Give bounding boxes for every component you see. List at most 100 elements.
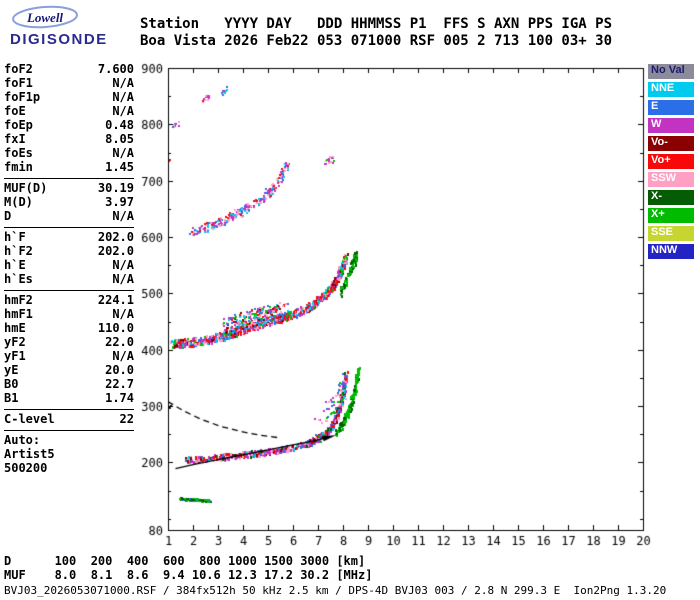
param-row-b0: B0 22.7 xyxy=(4,377,134,391)
echo-direction-legend: No Val NNE E W Vo- Vo+ SSW X- X+ SSE NNW xyxy=(648,64,694,262)
logo-swoosh-ellipse xyxy=(12,5,78,29)
legend-label: E xyxy=(651,100,659,112)
legend-item-no-val: No Val xyxy=(648,64,694,79)
param-value: 202.0 xyxy=(97,244,134,258)
param-value: 1.74 xyxy=(105,391,134,405)
param-value: N/A xyxy=(112,76,134,90)
param-row-muf-d: MUF(D) 30.19 xyxy=(4,181,134,195)
param-label: foEp xyxy=(4,118,33,132)
param-row-fmin: fmin 1.45 xyxy=(4,160,134,174)
param-value: 110.0 xyxy=(97,321,134,335)
param-group-0: foF2 7.600 foF1 N/A foF1p N/A foE N/A foEp 0.48 fx… xyxy=(4,60,134,179)
param-row-fof1: foF1 N/A xyxy=(4,76,134,90)
param-value: N/A xyxy=(112,272,134,286)
param-value: 3.97 xyxy=(105,195,134,209)
legend-label: SSW xyxy=(651,172,677,184)
param-label: h`F xyxy=(4,230,26,244)
param-label: h`E xyxy=(4,258,26,272)
legend-label: No Val xyxy=(651,64,685,76)
header-station-values: Boa Vista 2026 Feb22 053 071000 RSF 005 … xyxy=(140,33,613,49)
legend-label: X+ xyxy=(651,208,665,220)
param-label: foE xyxy=(4,104,26,118)
param-groups: foF2 7.600 foF1 N/A foF1p N/A foE N/A foEp 0.48 fx… xyxy=(4,60,134,479)
dmuf-table: D 100 200 400 600 800 1000 1500 3000 [km… xyxy=(4,554,372,582)
param-label: yF2 xyxy=(4,335,26,349)
param-label: M(D) xyxy=(4,195,33,209)
ionogram-plot xyxy=(130,58,660,558)
param-row-500200: 500200 xyxy=(4,461,134,475)
param-label: B1 xyxy=(4,391,19,405)
param-row-hme: hmE 110.0 xyxy=(4,321,134,335)
param-row-h-f: h`F 202.0 xyxy=(4,230,134,244)
legend-item-x: X- xyxy=(648,190,694,205)
param-row-h-es: h`Es N/A xyxy=(4,272,134,286)
param-label: Artist5 xyxy=(4,447,55,461)
param-value: 7.600 xyxy=(97,62,134,76)
logo-lowell-text: Lowell xyxy=(26,10,63,25)
param-label: h`F2 xyxy=(4,244,33,258)
legend-item-nnw: NNW xyxy=(648,244,694,259)
param-label: fxI xyxy=(4,132,26,146)
param-label: hmE xyxy=(4,321,26,335)
legend-label: X- xyxy=(651,190,662,202)
param-row-fxi: fxI 8.05 xyxy=(4,132,134,146)
param-row-hmf2: hmF2 224.1 xyxy=(4,293,134,307)
param-value: N/A xyxy=(112,209,134,223)
station-header: Station YYYY DAY DDD HHMMSS P1 FFS S AXN… xyxy=(140,16,612,50)
lowell-digisonde-logo: Lowell DIGISONDE xyxy=(8,4,126,56)
param-row-m-d: M(D) 3.97 xyxy=(4,195,134,209)
param-row-h-e: h`E N/A xyxy=(4,258,134,272)
param-value: N/A xyxy=(112,90,134,104)
d-distance-row: D 100 200 400 600 800 1000 1500 3000 [km… xyxy=(4,554,366,568)
param-value: N/A xyxy=(112,104,134,118)
param-label: yE xyxy=(4,363,19,377)
legend-label: NNW xyxy=(651,244,678,256)
param-value: 22.0 xyxy=(105,335,134,349)
legend-item-vo: Vo- xyxy=(648,136,694,151)
param-value: 30.19 xyxy=(97,181,134,195)
param-value: 0.48 xyxy=(105,118,134,132)
param-label: foF1 xyxy=(4,76,33,90)
param-label: D xyxy=(4,209,12,223)
param-label: fmin xyxy=(4,160,33,174)
param-value: N/A xyxy=(112,258,134,272)
param-row-auto: Auto: xyxy=(4,433,134,447)
file-status-line: BVJ03_2026053071000.RSF / 384fx512h 50 k… xyxy=(4,584,667,597)
param-row-ye: yE 20.0 xyxy=(4,363,134,377)
legend-label: Vo- xyxy=(651,136,668,148)
legend-label: NNE xyxy=(651,82,675,94)
param-row-b1: B1 1.74 xyxy=(4,391,134,405)
legend-item-e: E xyxy=(648,100,694,115)
param-label: hmF2 xyxy=(4,293,33,307)
param-row-fof2: foF2 7.600 xyxy=(4,62,134,76)
param-group-4: C-level 22 xyxy=(4,410,134,431)
param-row-h-f2: h`F2 202.0 xyxy=(4,244,134,258)
param-label: foF1p xyxy=(4,90,41,104)
legend-item-ssw: SSW xyxy=(648,172,694,187)
param-row-foe: foE N/A xyxy=(4,104,134,118)
header-column-titles: Station YYYY DAY DDD HHMMSS P1 FFS S AXN… xyxy=(140,16,613,32)
param-row-yf1: yF1 N/A xyxy=(4,349,134,363)
param-row-c-level: C-level 22 xyxy=(4,412,134,426)
param-row-foep: foEp 0.48 xyxy=(4,118,134,132)
param-group-1: MUF(D) 30.19 M(D) 3.97 D N/A xyxy=(4,179,134,228)
param-value: 202.0 xyxy=(97,230,134,244)
legend-item-nne: NNE xyxy=(648,82,694,97)
param-label: foF2 xyxy=(4,62,33,76)
param-label: C-level xyxy=(4,412,55,426)
param-row-hmf1: hmF1 N/A xyxy=(4,307,134,321)
param-value: 22.7 xyxy=(105,377,134,391)
param-row-artist5: Artist5 xyxy=(4,447,134,461)
param-label: h`Es xyxy=(4,272,33,286)
param-value: 224.1 xyxy=(97,293,134,307)
param-value: N/A xyxy=(112,146,134,160)
param-group-5: Auto: Artist5 500200 xyxy=(4,431,134,479)
param-row-fof1p: foF1p N/A xyxy=(4,90,134,104)
legend-item-x: X+ xyxy=(648,208,694,223)
param-value: 1.45 xyxy=(105,160,134,174)
param-label: yF1 xyxy=(4,349,26,363)
scaled-parameters-panel: foF2 7.600 foF1 N/A foF1p N/A foE N/A foEp 0.48 fx… xyxy=(4,60,134,479)
legend-label: Vo+ xyxy=(651,154,671,166)
param-label: Auto: xyxy=(4,433,41,447)
